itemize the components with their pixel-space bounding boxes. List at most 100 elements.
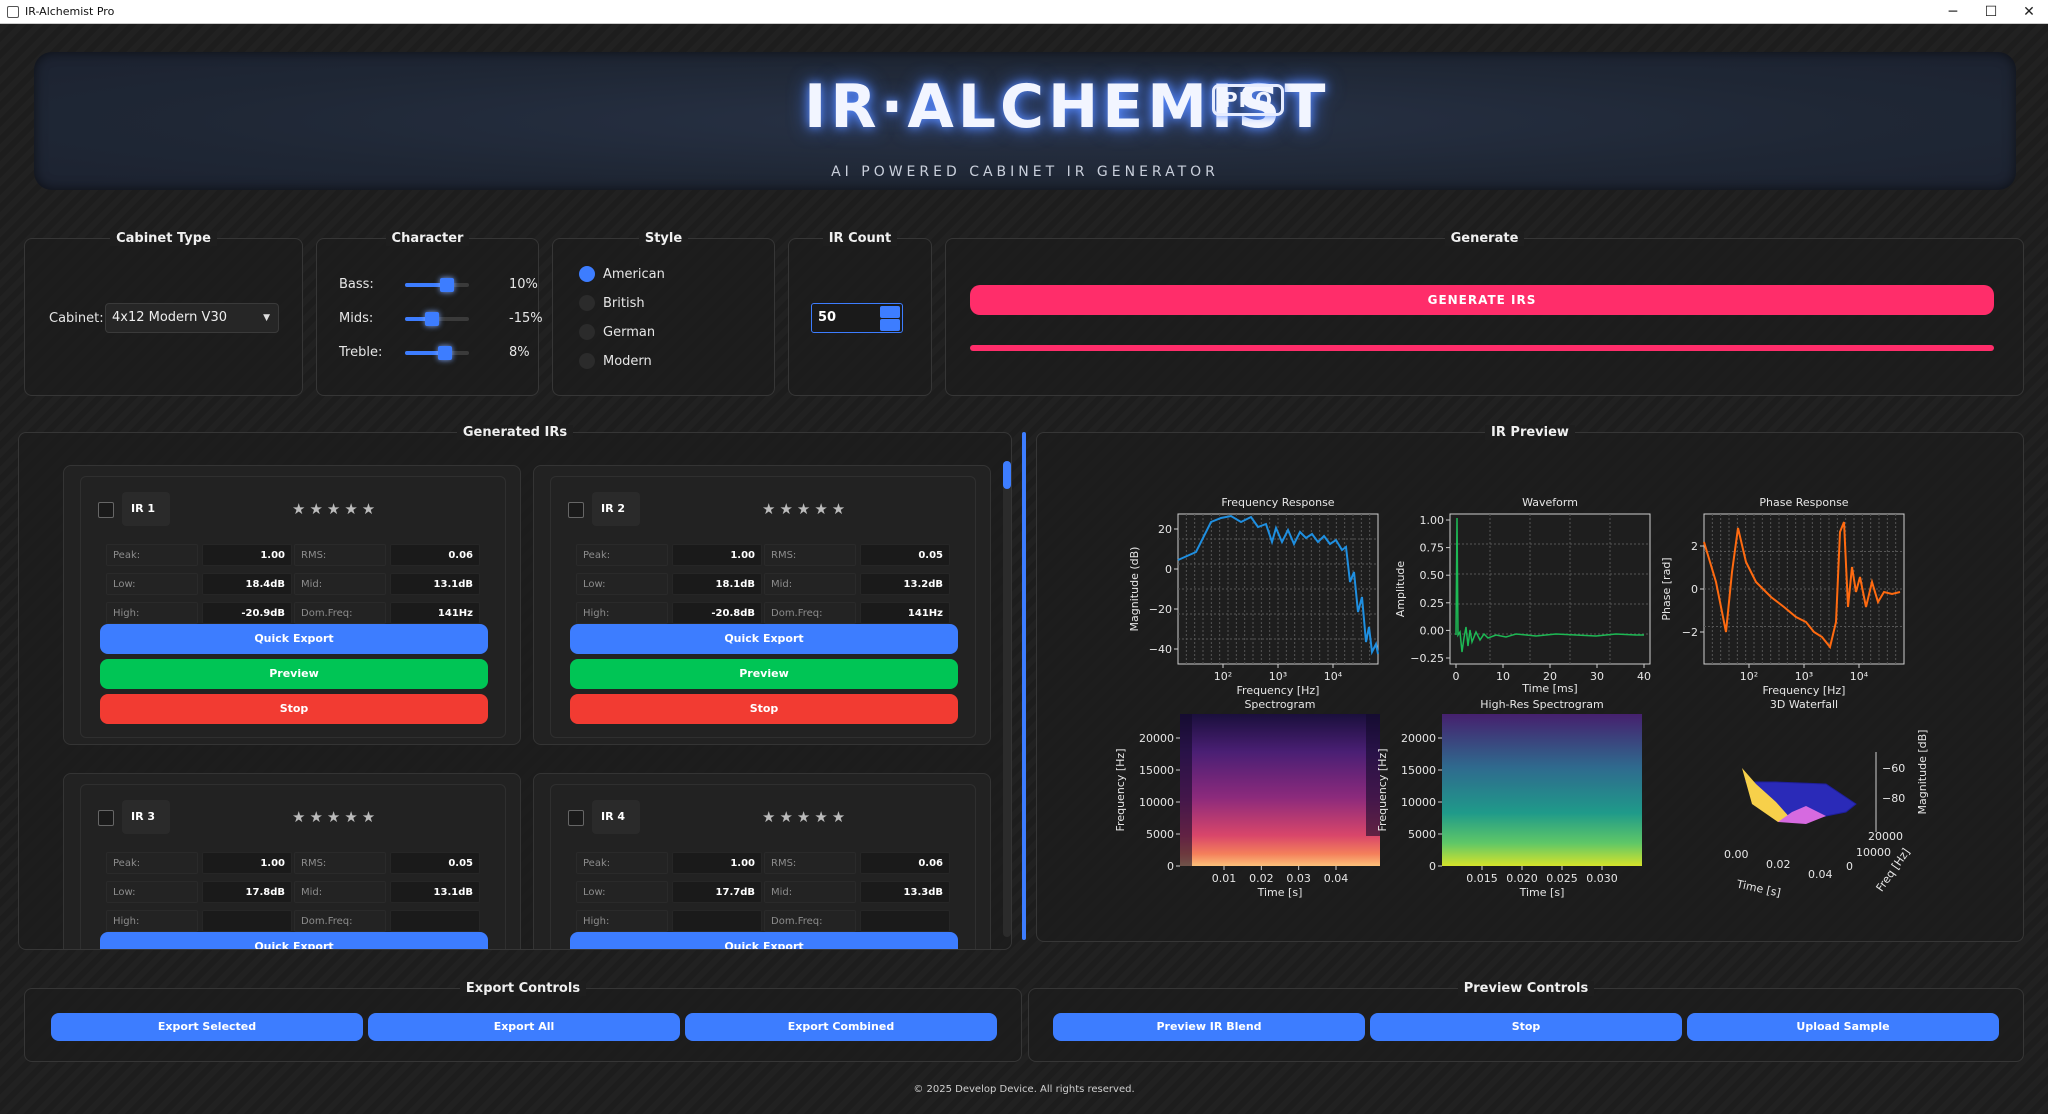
stop-button[interactable]: Stop <box>100 694 488 724</box>
spec-xlabel: Time [s] <box>1257 886 1303 899</box>
metric-value: 141Hz <box>860 602 950 624</box>
close-icon[interactable]: ✕ <box>2023 4 2035 20</box>
spec-y-tick-label: 0 <box>1167 860 1174 873</box>
slider-track[interactable] <box>405 278 469 292</box>
wave-plot-title: Waveform <box>1522 496 1578 509</box>
ir-select-checkbox[interactable] <box>568 810 584 826</box>
quick-export-button[interactable]: Quick Export <box>100 624 488 654</box>
ir-select-checkbox[interactable] <box>568 502 584 518</box>
wave-y-tick-label: −0.25 <box>1410 652 1444 665</box>
metric-value: 1.00 <box>202 544 292 566</box>
app-subtitle: AI POWERED CABINET IR GENERATOR <box>831 164 1219 180</box>
freq-x-tick-label: 10⁴ <box>1324 670 1343 683</box>
quick-export-button[interactable]: Quick Export <box>570 932 958 949</box>
metric-label: Mid: <box>294 573 386 595</box>
radio-button[interactable] <box>579 324 595 340</box>
character-panel: Character Bass: 10% Mids: -15% Treble: 8% <box>316 231 543 396</box>
metric-value <box>202 910 292 932</box>
wave-y-tick-label: 0.50 <box>1420 569 1445 582</box>
preview-ir-blend-button[interactable]: Preview IR Blend <box>1053 1013 1365 1041</box>
phase-x-tick-label: 10⁴ <box>1850 670 1869 683</box>
cabinet-type-panel: Cabinet Type Cabinet: 4x12 Modern V30 ▼ <box>24 231 303 396</box>
app-title: IR·ALCHEMIST <box>804 72 1330 142</box>
wave-x-tick-label: 30 <box>1590 670 1604 683</box>
upload-sample-button[interactable]: Upload Sample <box>1687 1013 1999 1041</box>
spin-down-button[interactable] <box>880 319 900 331</box>
export-selected-button[interactable]: Export Selected <box>51 1013 363 1041</box>
waterfall-y-tick: 20000 <box>1868 830 1903 843</box>
spec-plot-title: Spectrogram <box>1244 698 1315 711</box>
slider-handle[interactable] <box>439 278 454 292</box>
stop-button[interactable]: Stop <box>570 694 958 724</box>
ir-list-scrollbar[interactable] <box>1003 461 1011 937</box>
ir-card: IR 1 ★★★★★ Peak: 1.00 RMS: 0.06 Low: 18.4dB Mid:… <box>63 465 521 745</box>
ir-select-checkbox[interactable] <box>98 810 114 826</box>
panel-splitter[interactable] <box>1022 432 1026 940</box>
radio-button[interactable] <box>579 295 595 311</box>
freq-y-tick-label: 20 <box>1158 523 1172 536</box>
metric-value: 0.05 <box>860 544 950 566</box>
wave-x-tick-label: 20 <box>1543 670 1557 683</box>
spec-y-tick-label: 5000 <box>1146 828 1174 841</box>
waterfall-y-tick: 0 <box>1846 860 1853 873</box>
spec-x-tick-label: 0.03 <box>1286 872 1311 885</box>
metric-value: 1.00 <box>672 544 762 566</box>
preview-button[interactable]: Preview <box>570 659 958 689</box>
freq-y-tick-label: −20 <box>1149 603 1172 616</box>
slider-handle[interactable] <box>424 312 439 326</box>
slider-fill <box>405 317 432 321</box>
quick-export-button[interactable]: Quick Export <box>570 624 958 654</box>
cabinet-select[interactable]: 4x12 Modern V30 ▼ <box>105 303 279 333</box>
slider-fill <box>405 351 445 355</box>
rating-stars[interactable]: ★★★★★ <box>292 500 380 518</box>
preview-stop-button[interactable]: Stop <box>1370 1013 1682 1041</box>
waterfall-z-tick: −80 <box>1882 792 1905 805</box>
ir-name: IR 3 <box>122 800 170 834</box>
export-combined-button[interactable]: Export Combined <box>685 1013 997 1041</box>
hires-plot-title: High-Res Spectrogram <box>1480 698 1603 711</box>
rating-stars[interactable]: ★★★★★ <box>762 808 850 826</box>
app-header: IR·ALCHEMIST PRO AI POWERED CABINET IR G… <box>34 52 2016 190</box>
ir-card-inner <box>550 476 976 738</box>
maximize-icon[interactable]: ☐ <box>1984 4 1998 20</box>
minimize-icon[interactable]: ─ <box>1948 4 1958 20</box>
ir-count-value: 50 <box>818 310 837 325</box>
hires-x-tick-label: 0.015 <box>1466 872 1498 885</box>
radio-button[interactable] <box>579 266 595 282</box>
ir-select-checkbox[interactable] <box>98 502 114 518</box>
metric-value: 18.4dB <box>202 573 292 595</box>
radio-label: German <box>603 325 656 340</box>
quick-export-button[interactable]: Quick Export <box>100 932 488 949</box>
freq-ylabel: Magnitude (dB) <box>1128 547 1141 632</box>
ir-count-spinbox[interactable]: 50 <box>811 303 903 333</box>
generate-irs-button[interactable]: GENERATE IRS <box>970 285 1994 315</box>
rating-stars[interactable]: ★★★★★ <box>762 500 850 518</box>
hires-y-tick-label: 0 <box>1429 860 1436 873</box>
metric-value <box>860 910 950 932</box>
ir-card-inner <box>80 476 506 738</box>
metric-label: Dom.Freq: <box>764 602 856 624</box>
metric-label: RMS: <box>294 852 386 874</box>
scrollbar-thumb[interactable] <box>1003 461 1011 489</box>
spin-up-button[interactable] <box>880 306 900 318</box>
slider-track[interactable] <box>405 346 469 360</box>
wave-plot-axes <box>1449 513 1651 665</box>
rating-stars[interactable]: ★★★★★ <box>292 808 380 826</box>
radio-button[interactable] <box>579 353 595 369</box>
generate-panel: Generate GENERATE IRS <box>945 231 2024 396</box>
slider-handle[interactable] <box>437 346 452 360</box>
panel-title: Preview Controls <box>1457 981 1595 996</box>
hires-xlabel: Time [s] <box>1519 886 1565 899</box>
preview-button[interactable]: Preview <box>100 659 488 689</box>
metric-value: -20.8dB <box>672 602 762 624</box>
metric-label: Mid: <box>294 881 386 903</box>
slider-value: -15% <box>509 311 543 326</box>
ir-card: IR 2 ★★★★★ Peak: 1.00 RMS: 0.05 Low: 18.1dB Mid:… <box>533 465 991 745</box>
waterfall-x-tick: 0.02 <box>1766 858 1791 871</box>
phase-x-tick-label: 10² <box>1740 670 1758 683</box>
export-all-button[interactable]: Export All <box>368 1013 680 1041</box>
metric-label: Low: <box>106 573 198 595</box>
metric-label: Dom.Freq: <box>764 910 856 932</box>
slider-track[interactable] <box>405 312 469 326</box>
wave-xlabel: Time [ms] <box>1521 682 1577 695</box>
